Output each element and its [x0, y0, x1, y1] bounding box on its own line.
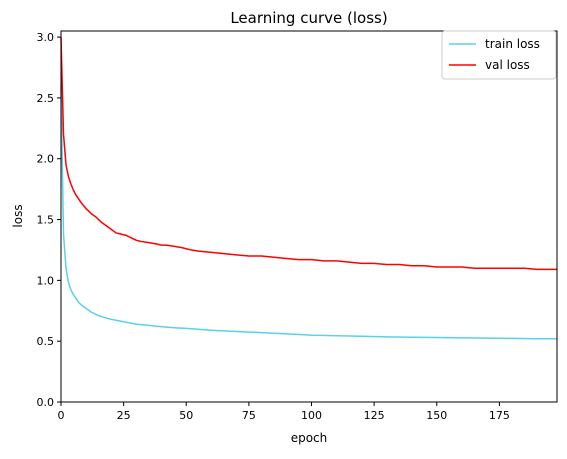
y-tick-label: 0.5 [37, 335, 55, 348]
y-tick-label: 0.0 [37, 396, 55, 409]
x-tick-label: 0 [58, 409, 65, 422]
series-line-train-loss [60, 85, 557, 340]
chart-title: Learning curve (loss) [230, 9, 387, 27]
legend-label: train loss [485, 37, 540, 51]
y-tick-label: 2.0 [37, 153, 55, 166]
y-tick-label: 2.5 [37, 92, 55, 105]
x-tick-label: 175 [489, 409, 510, 422]
legend: train loss val loss [441, 30, 557, 80]
series-layer [60, 37, 557, 340]
x-axis: 0 25 50 75 100 125 150 175 [58, 402, 510, 422]
x-tick-label: 25 [117, 409, 131, 422]
legend-box [441, 30, 557, 80]
x-axis-label: epoch [291, 431, 328, 445]
x-tick-label: 125 [364, 409, 385, 422]
x-tick-label: 150 [426, 409, 447, 422]
y-tick-label: 1.0 [37, 274, 55, 287]
plot-frame [60, 30, 558, 403]
series-line-val-loss [60, 37, 557, 271]
y-axis-label: loss [11, 204, 25, 227]
plot-area [60, 30, 558, 403]
x-tick-label: 50 [179, 409, 193, 422]
x-tick-label: 100 [301, 409, 322, 422]
y-tick-label: 3.0 [37, 31, 55, 44]
legend-label: val loss [485, 58, 530, 72]
y-axis: 0.0 0.5 1.0 1.5 2.0 2.5 3.0 [37, 31, 61, 409]
y-tick-label: 1.5 [37, 214, 55, 227]
x-tick-label: 75 [242, 409, 256, 422]
